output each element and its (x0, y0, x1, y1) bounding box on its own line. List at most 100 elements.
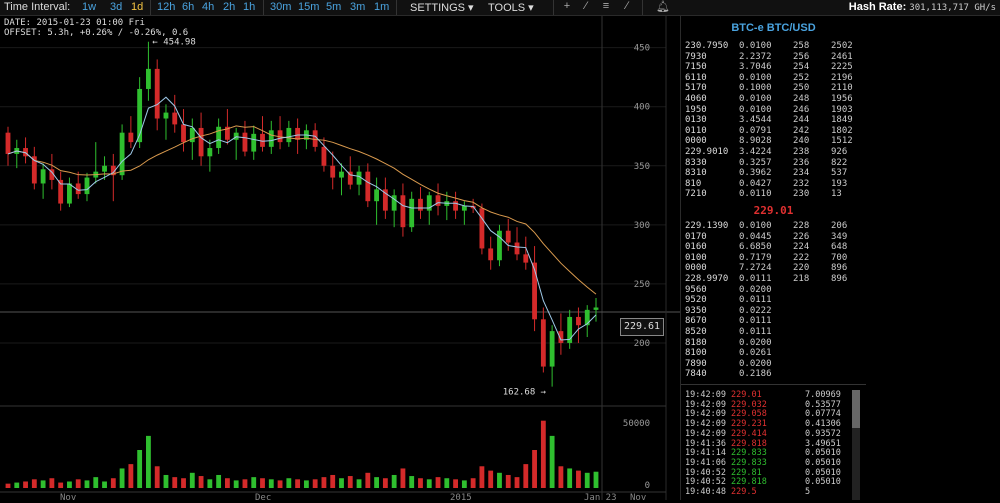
interval-6h[interactable]: 6h (182, 1, 195, 13)
interval-15m[interactable]: 15m (298, 1, 320, 13)
price-chart[interactable]: 450 400 350 300 250 200 ← 454.98 162.68 → 50000 0… (0, 16, 680, 503)
high-marker: ← 454.98 (152, 38, 195, 48)
cell: 229.833 (731, 457, 767, 468)
candle-body (453, 201, 458, 211)
cell: 0170 (685, 231, 707, 242)
volume-bar (137, 450, 143, 488)
candle-body (84, 177, 90, 195)
volume-bar (242, 479, 248, 488)
cell: 2502 (831, 41, 853, 51)
interval-label: Time Interval: (4, 1, 71, 13)
interval-12h[interactable]: 12h (157, 1, 176, 13)
volume-bar (549, 435, 555, 488)
cell: 0.41306 (805, 419, 841, 430)
candle-body (163, 112, 169, 119)
x-tick-label: Nov (630, 493, 646, 500)
trade-row: 19:42:09 229.032 0.53577 (681, 400, 851, 411)
cell: 0000 (685, 263, 707, 274)
volume-bar (593, 471, 599, 488)
interval-1d[interactable]: 1d (131, 1, 144, 13)
volume-bar (189, 472, 195, 488)
volume-bar (409, 476, 415, 488)
volume-bar (172, 477, 178, 488)
cell: 926 (831, 147, 848, 157)
volume-bar (146, 435, 151, 488)
cell: 246 (793, 104, 810, 115)
candle-body (260, 133, 265, 147)
alert-icon[interactable]: 🔔︎ (656, 1, 670, 13)
trade-row: 19:42:09 229.231 0.41306 (681, 420, 851, 430)
ask-row: 7150 3.7046 254 2225 (681, 62, 866, 73)
order-book-title: BTC-e BTC/USD (731, 22, 816, 34)
cell: 0.0791 (739, 125, 772, 136)
candle-body (102, 165, 107, 172)
candle-body (426, 195, 432, 211)
volume-bar (567, 468, 573, 488)
draw-line-icon[interactable]: ⁄ (585, 0, 587, 12)
cell: 220 (793, 263, 810, 274)
volume-bar (67, 481, 72, 488)
volume-bar (523, 464, 529, 488)
volume-bar (49, 478, 55, 488)
divider (150, 0, 151, 15)
cell: 0.0200 (739, 337, 772, 348)
volume-bar (268, 479, 274, 488)
candle-body (418, 198, 423, 211)
volume-bar (584, 472, 590, 488)
volume-bar (295, 479, 301, 488)
cell: 700 (831, 252, 848, 263)
candle-body (488, 248, 494, 261)
candle-body (584, 309, 590, 326)
interval-1m[interactable]: 1m (374, 1, 390, 13)
interval-1w[interactable]: 1w (82, 1, 97, 13)
chart-svg[interactable]: 450 400 350 300 250 200 ← 454.98 162.68 → 50000 0… (0, 16, 680, 503)
volume-bar (488, 470, 494, 488)
cell: 7.00969 (805, 390, 841, 400)
candle-body (58, 179, 64, 204)
volume-bar (330, 474, 336, 488)
candle-body (391, 195, 397, 211)
candle-body (374, 189, 380, 202)
candle-body (330, 165, 336, 178)
y-tick-label: 250 (634, 280, 650, 290)
trades-scrollbar[interactable] (852, 390, 860, 500)
scrollbar-thumb[interactable] (852, 390, 860, 428)
cell: 537 (831, 168, 848, 179)
interval-3d[interactable]: 3d (110, 1, 123, 13)
cell: 232 (793, 178, 810, 189)
interval-4h[interactable]: 4h (202, 1, 215, 13)
candle-body (277, 130, 283, 143)
tools-menu[interactable]: TOOLS ▾ (488, 2, 534, 14)
crosshair-icon[interactable]: + (563, 0, 571, 12)
mid-price: 229.01 (753, 204, 794, 217)
fib-icon[interactable]: ∕ (626, 0, 628, 12)
divider (263, 0, 264, 15)
candle-body (558, 331, 564, 343)
settings-menu[interactable]: SETTINGS ▾ (410, 2, 474, 14)
bid-row: 8100 0.0261 (681, 348, 866, 359)
interval-3m[interactable]: 3m (350, 1, 366, 13)
cell: 19:42:09 (685, 419, 726, 430)
volume-bar (198, 476, 204, 488)
interval-1h[interactable]: 1h (243, 1, 256, 13)
interval-5m[interactable]: 5m (326, 1, 342, 13)
cell: 0.0100 (739, 72, 772, 83)
volume-bar (251, 477, 257, 488)
cell: 226 (793, 231, 810, 242)
bid-row: 7890 0.0200 (681, 359, 866, 370)
cell: 822 (831, 157, 848, 168)
interval-30m[interactable]: 30m (270, 1, 292, 13)
ask-row: 4060 0.0100 248 1956 (681, 94, 866, 105)
volume-bar (23, 481, 28, 488)
interval-2h[interactable]: 2h (223, 1, 236, 13)
bid-row: 7840 0.2186 (681, 369, 866, 380)
volume-bar (5, 483, 11, 488)
trade-row: 19:41:06 229.833 0.05010 (681, 457, 851, 469)
ray-icon[interactable]: ≡ (602, 0, 610, 12)
cell: 1512 (831, 136, 853, 147)
candle-body (268, 130, 274, 147)
cell: 648 (831, 242, 848, 253)
bid-row: 0000 7.2724 220 896 (681, 263, 866, 274)
candle-body (435, 195, 441, 206)
candle-body (321, 146, 327, 166)
